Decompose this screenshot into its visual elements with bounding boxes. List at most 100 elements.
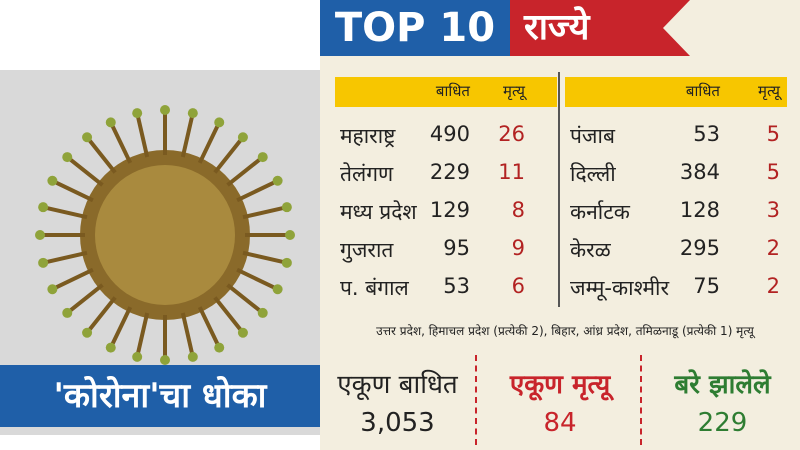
cases: 490 <box>429 122 470 146</box>
virus-spike-tip <box>47 284 58 295</box>
cases: 75 <box>693 274 720 298</box>
virus-spike <box>242 205 288 220</box>
state-name: कर्नाटक <box>570 200 630 224</box>
virus-spike <box>197 121 222 164</box>
virus-spike <box>108 306 133 349</box>
virus-spike-tip <box>214 117 225 128</box>
virus-spike <box>180 112 195 158</box>
total-value: 3,053 <box>360 408 435 438</box>
deaths: 2 <box>766 236 780 260</box>
virus-spike-tip <box>237 327 248 338</box>
cases: 53 <box>693 122 720 146</box>
virus-spike <box>197 306 222 349</box>
virus-spike-tip <box>257 152 268 163</box>
virus-spike <box>108 121 133 164</box>
title: TOP 10 <box>334 5 496 51</box>
cases: 95 <box>443 236 470 260</box>
total-value: 229 <box>697 408 748 438</box>
state-name: तेलंगण <box>340 162 394 186</box>
virus-spike-tip <box>105 117 116 128</box>
deaths: 2 <box>766 274 780 298</box>
virus-core <box>95 165 235 305</box>
virus-spike-tip <box>187 351 198 362</box>
virus-spike-tip <box>82 132 93 143</box>
virus-spike-tip <box>47 175 58 186</box>
state-name: प. बंगाल <box>340 276 409 300</box>
state-name: जम्मू-काश्मीर <box>570 276 670 300</box>
virus-spike <box>85 296 117 334</box>
virus-spike-tip <box>285 230 295 240</box>
total-label: एकूण बाधित <box>337 370 458 400</box>
column-header: बाधित <box>435 82 470 100</box>
deaths: 26 <box>498 122 525 146</box>
totals-divider <box>640 355 642 445</box>
state-name: मध्य प्रदेश <box>340 200 417 224</box>
cases: 128 <box>679 198 720 222</box>
virus-spike-tip <box>187 108 198 119</box>
subtitle-box: राज्ये <box>510 0 690 56</box>
caption-bar: 'कोरोना'चा धोका <box>0 365 320 427</box>
column-header: मृत्यू <box>757 82 780 100</box>
virus-illustration <box>35 105 295 365</box>
virus-spike-tip <box>35 230 45 240</box>
deaths: 8 <box>511 198 525 222</box>
virus-spike <box>51 267 94 292</box>
total-label: बरे झालेले <box>674 370 771 400</box>
deaths: 5 <box>766 122 780 146</box>
deaths: 9 <box>511 236 525 260</box>
total-value: 84 <box>543 408 577 438</box>
virus-spike <box>236 267 279 292</box>
virus-spike-tip <box>257 307 268 318</box>
virus-spike <box>236 178 279 203</box>
virus-spike <box>180 312 195 358</box>
image-panel: 'कोरोना'चा धोका <box>0 70 320 435</box>
virus-spike-tip <box>105 342 116 353</box>
subtitle: राज्ये <box>524 7 590 48</box>
totals-divider <box>475 355 477 445</box>
virus-spike <box>66 283 104 315</box>
virus-spike-tip <box>281 257 292 268</box>
virus-spike <box>242 250 288 265</box>
column-header: मृत्यू <box>502 82 525 100</box>
virus-spike <box>213 136 245 174</box>
column-header: बाधित <box>685 82 720 100</box>
virus-spike <box>42 205 88 220</box>
virus-spike <box>66 155 104 187</box>
state-name: केरळ <box>570 238 611 262</box>
virus-spike-tip <box>82 327 93 338</box>
cases: 129 <box>429 198 470 222</box>
virus-spike-tip <box>160 355 170 365</box>
cases: 53 <box>443 274 470 298</box>
deaths: 3 <box>766 198 780 222</box>
virus-spike-tip <box>214 342 225 353</box>
virus-spike <box>226 283 264 315</box>
title-box: TOP 10 <box>320 0 510 56</box>
header-row <box>335 77 557 107</box>
state-name: महाराष्ट्र <box>340 124 396 148</box>
state-name: पंजाब <box>570 124 615 148</box>
virus-spike-tip <box>272 175 283 186</box>
virus-spike <box>85 136 117 174</box>
virus-spike-tip <box>38 257 49 268</box>
virus-spike <box>213 296 245 334</box>
virus-spike-tip <box>281 202 292 213</box>
virus-spike-tip <box>38 202 49 213</box>
virus-spike <box>226 155 264 187</box>
virus-spike-tip <box>132 108 143 119</box>
caption: 'कोरोना'चा धोका <box>53 376 267 416</box>
table-divider <box>558 72 560 307</box>
total-label: एकूण मृत्यू <box>509 370 611 400</box>
deaths: 6 <box>511 274 525 298</box>
virus-spike <box>42 250 88 265</box>
state-name: दिल्ली <box>570 162 616 186</box>
deaths: 5 <box>766 160 780 184</box>
state-name: गुजरात <box>340 238 394 262</box>
cases: 229 <box>429 160 470 184</box>
virus-spike <box>135 112 150 158</box>
cases: 384 <box>679 160 720 184</box>
virus-spike-tip <box>237 132 248 143</box>
note: उत्तर प्रदेश, हिमाचल प्रदेश (प्रत्येकी 2… <box>376 324 754 338</box>
virus-spike-tip <box>62 307 73 318</box>
deaths: 11 <box>498 160 525 184</box>
